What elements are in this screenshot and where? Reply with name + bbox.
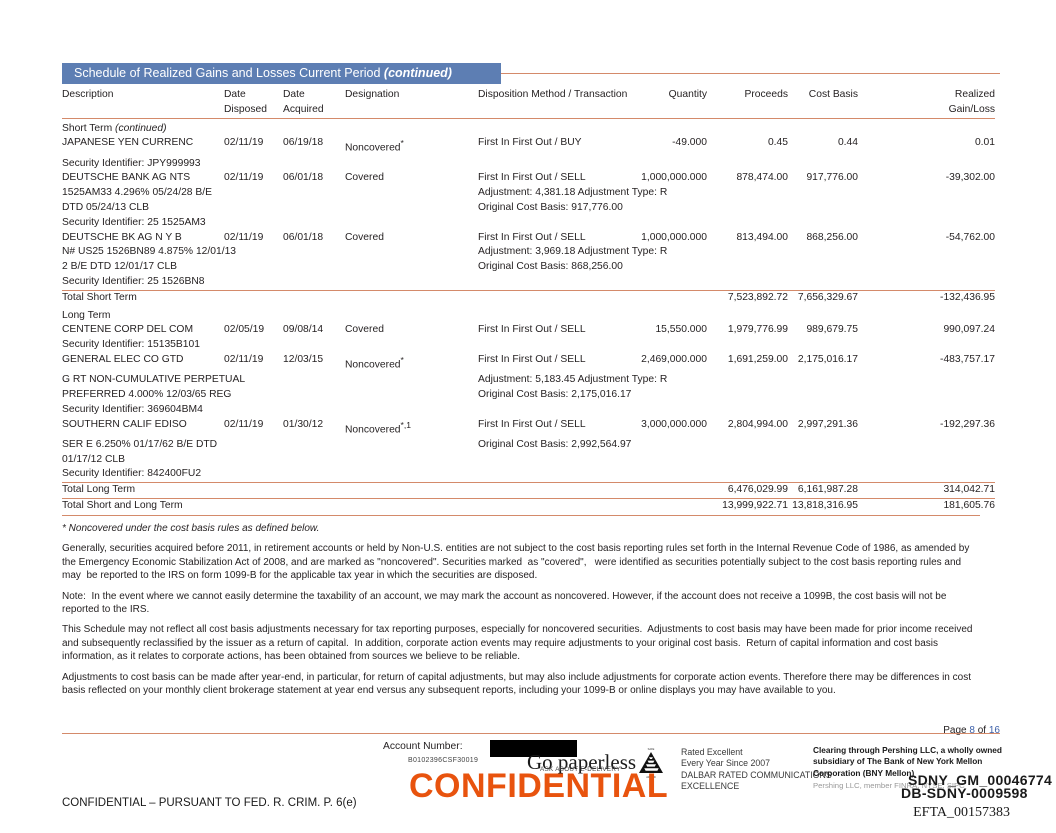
svg-text:SAFE: SAFE bbox=[648, 747, 655, 751]
